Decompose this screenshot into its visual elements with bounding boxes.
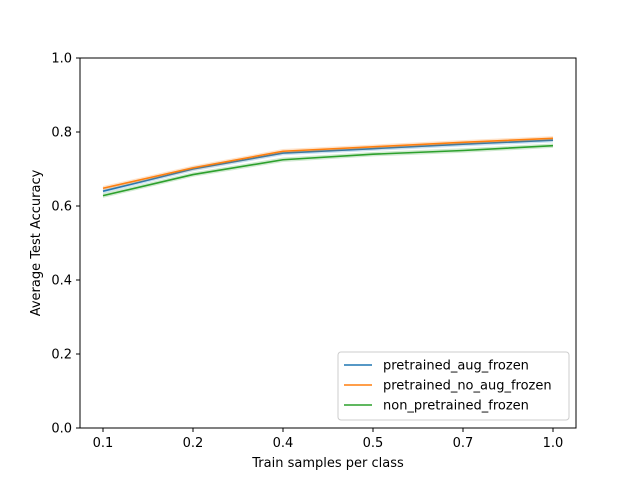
x-axis-label: Train samples per class [251,456,404,471]
x-tick-label: 0.5 [363,436,384,451]
x-tick-label: 0.2 [183,436,204,451]
legend-label-1: pretrained_no_aug_frozen [383,379,552,394]
y-tick-label: 0.8 [51,126,72,141]
y-tick-label: 0.4 [51,274,72,289]
legend-label-0: pretrained_aug_frozen [383,359,529,374]
series-line-2 [102,144,554,197]
y-tick-label: 1.0 [51,52,72,67]
y-axis-label: Average Test Accuracy [29,169,44,316]
x-tick-label: 0.1 [93,436,114,451]
x-axis-ticks: 0.1 0.2 0.4 0.5 0.7 1.0 [93,428,564,451]
legend-label-2: non_pretrained_frozen [383,399,529,414]
plot-frame [79,57,577,429]
series-lines [102,136,554,198]
x-tick-label: 0.7 [453,436,474,451]
y-tick-label: 0.0 [51,422,72,437]
legend-box [337,351,570,421]
y-tick-label: 0.2 [51,348,72,363]
series-band-1 [103,136,553,191]
x-tick-label: 1.0 [543,436,564,451]
y-axis-ticks: 0.0 0.2 0.4 0.6 0.8 1.0 [51,52,80,437]
legend: pretrained_aug_frozen pretrained_no_aug_f… [337,351,570,421]
x-tick-label: 0.4 [273,436,294,451]
series-band-2 [103,143,553,198]
series-line-0 [102,139,554,192]
series-line-1 [102,137,554,190]
y-tick-label: 0.6 [51,200,72,215]
